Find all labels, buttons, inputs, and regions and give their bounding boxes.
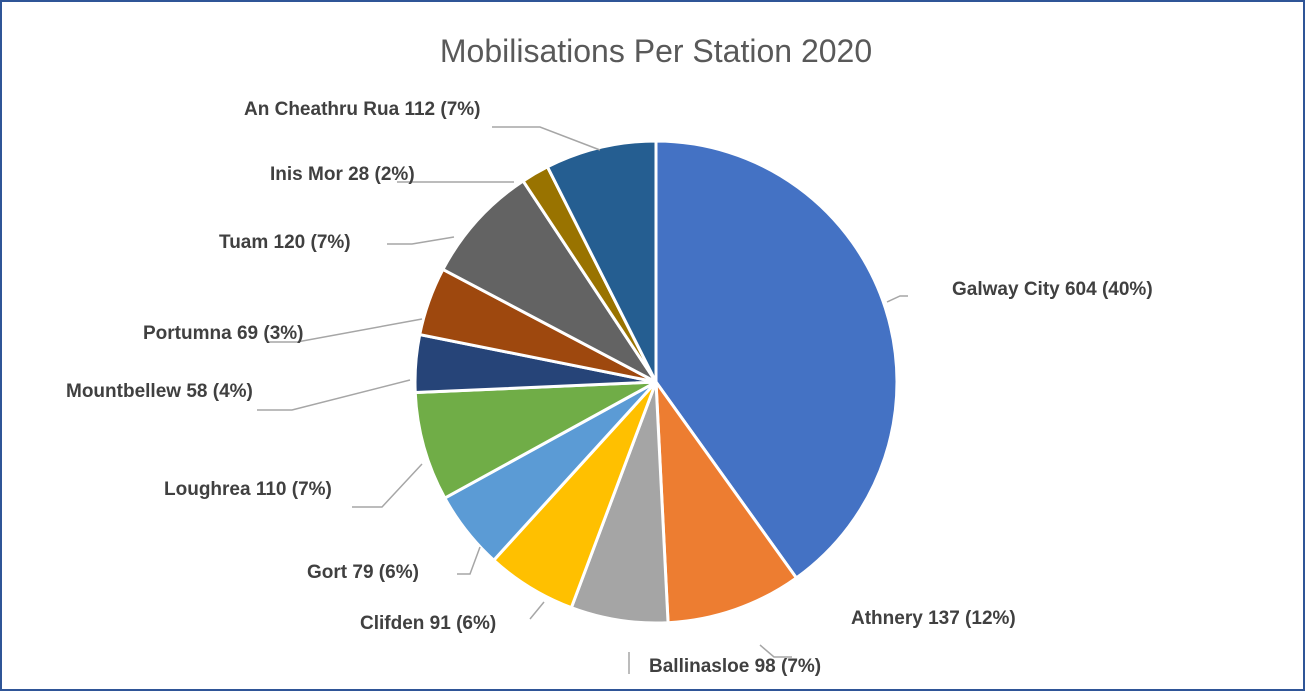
pie-slice-loughrea bbox=[413, 380, 657, 501]
pie-slices bbox=[413, 139, 899, 625]
leader-line-loughrea bbox=[352, 463, 423, 508]
data-label-loughrea: Loughrea 110 (7%) bbox=[164, 479, 332, 500]
pie-slice-galway-city bbox=[654, 139, 899, 581]
pie-slice-athnery bbox=[654, 376, 799, 625]
data-label-portumna: Portumna 69 (3%) bbox=[143, 323, 303, 344]
leader-line-an-cheathru-rua bbox=[492, 126, 601, 151]
data-label-clifden: Clifden 91 (6%) bbox=[360, 613, 496, 634]
pie-slice-an-cheathru-rua bbox=[545, 139, 658, 383]
pie-slice-tuam bbox=[440, 178, 658, 384]
leader-line-portumna bbox=[267, 318, 423, 343]
data-label-galway-city: Galway City 604 (40%) bbox=[952, 279, 1153, 300]
leader-line-athnery bbox=[759, 644, 792, 658]
leader-line-clifden bbox=[529, 601, 545, 620]
data-label-inis-mor: Inis Mor 28 (2%) bbox=[270, 164, 415, 185]
data-label-athnery: Athnery 137 (12%) bbox=[851, 608, 1016, 629]
leader-lines bbox=[257, 126, 908, 674]
data-label-mountbellew: Mountbellew 58 (4%) bbox=[66, 381, 253, 402]
leader-line-gort bbox=[457, 546, 481, 575]
chart-title: Mobilisations Per Station 2020 bbox=[440, 33, 872, 69]
data-label-tuam: Tuam 120 (7%) bbox=[219, 232, 351, 253]
data-label-ballinasloe: Ballinasloe 98 (7%) bbox=[649, 656, 821, 677]
data-label-an-cheathru-rua: An Cheathru Rua 112 (7%) bbox=[244, 99, 481, 120]
leader-line-galway-city bbox=[886, 295, 908, 303]
data-label-gort: Gort 79 (6%) bbox=[307, 562, 419, 583]
leader-line-tuam bbox=[387, 236, 455, 245]
leader-line-mountbellew bbox=[257, 379, 411, 411]
data-labels: Galway City 604 (40%) Athnery 137 (12%) Ba… bbox=[66, 99, 1153, 677]
